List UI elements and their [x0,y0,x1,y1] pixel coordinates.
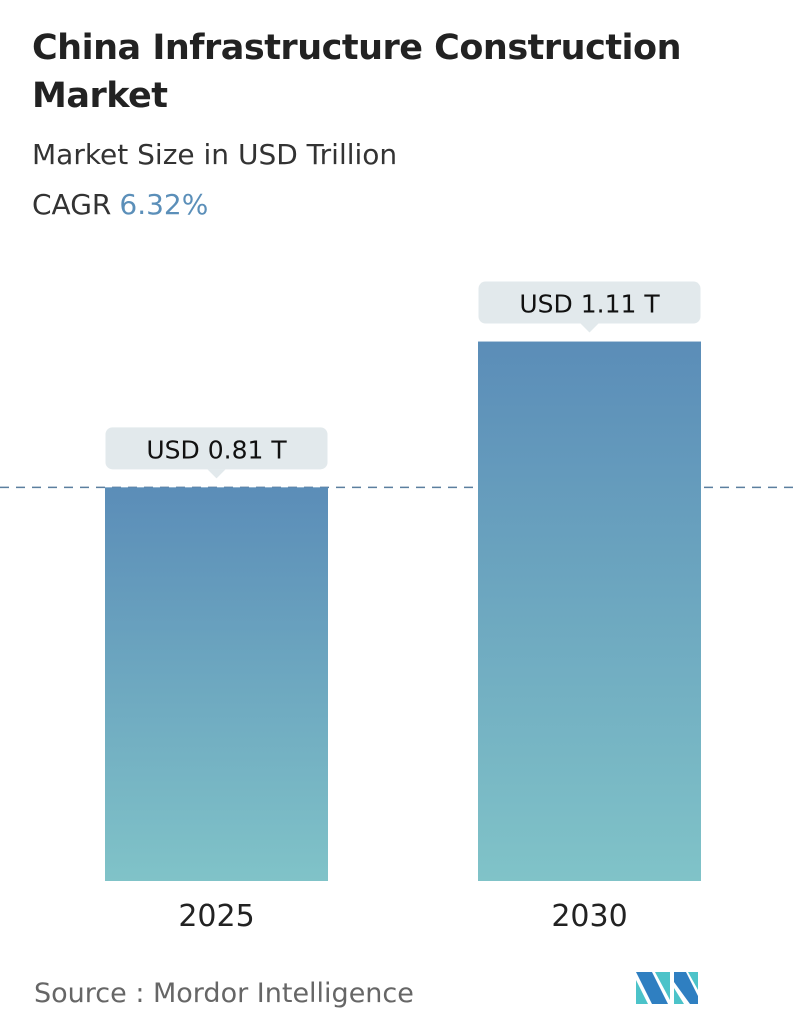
data-label-bg [105,427,328,470]
data-label-pointer [207,469,226,479]
data-label: USD 1.11 T [519,290,660,319]
cagr: CAGR 6.32% [32,188,208,221]
data-label: USD 0.81 T [146,435,287,464]
cagr-value: 6.32% [119,188,209,221]
chart-title: China Infrastructure Construction Market [32,28,682,116]
chart-subtitle: Market Size in USD Trillion [32,138,398,171]
data-label-pointer [580,323,599,333]
source-text: Source : Mordor Intelligence [34,978,414,1009]
bar-2030 [478,341,701,881]
bar-2025 [105,487,328,881]
x-tick-label: 2025 [178,899,254,934]
x-tick-label: 2030 [551,899,627,934]
data-label-bg [478,281,701,324]
cagr-label: CAGR [32,188,112,221]
